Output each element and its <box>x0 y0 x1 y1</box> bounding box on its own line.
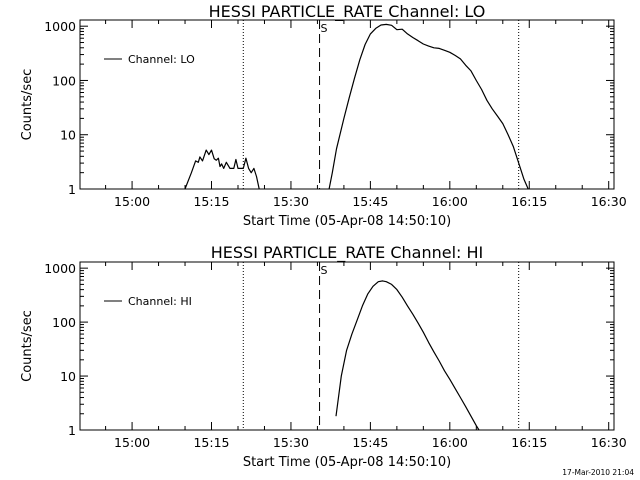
x-tick-label: 15:45 <box>352 194 388 209</box>
plot-frame <box>79 261 615 431</box>
y-axis-label: Counts/sec <box>20 310 35 382</box>
y-tick-label: 1000 <box>44 261 76 276</box>
x-tick-label: 15:30 <box>273 194 309 209</box>
y-tick-label: 10 <box>60 128 76 143</box>
chart-title: HESSI PARTICLE_RATE Channel: HI <box>211 243 484 263</box>
x-tick-label: 15:15 <box>193 194 229 209</box>
x-tick-label: 16:30 <box>591 194 627 209</box>
y-axis-label: Counts/sec <box>20 69 35 141</box>
legend-label: Channel: HI <box>128 295 192 308</box>
chart-title: HESSI PARTICLE_RATE Channel: LO <box>209 2 486 22</box>
data-series-line <box>184 149 260 190</box>
start-marker-label: S <box>321 264 328 277</box>
x-tick-label: 16:00 <box>432 194 468 209</box>
start-marker-label: S <box>321 22 328 35</box>
x-axis-label: Start Time (05-Apr-08 14:50:10) <box>243 455 451 470</box>
x-tick-label: 16:30 <box>591 435 627 450</box>
x-tick-label: 16:00 <box>432 435 468 450</box>
y-tick-label: 1000 <box>44 19 76 34</box>
plot-frame <box>79 19 615 190</box>
y-tick-label: 1 <box>68 423 76 438</box>
x-tick-label: 15:00 <box>114 435 150 450</box>
y-tick-label: 100 <box>52 73 76 88</box>
x-tick-label: 15:45 <box>352 435 388 450</box>
y-tick-label: 100 <box>52 315 76 330</box>
x-tick-label: 16:15 <box>511 435 547 450</box>
legend-label: Channel: LO <box>128 53 195 66</box>
generated-timestamp: 17-Mar-2010 21:04 <box>562 468 634 477</box>
x-tick-label: 16:15 <box>511 194 547 209</box>
data-series-line <box>335 280 480 431</box>
x-tick-label: 15:15 <box>193 435 229 450</box>
data-series-line <box>328 23 529 190</box>
x-tick-label: 15:30 <box>273 435 309 450</box>
x-axis-label: Start Time (05-Apr-08 14:50:10) <box>243 214 451 229</box>
x-tick-label: 15:00 <box>114 194 150 209</box>
y-tick-label: 1 <box>68 182 76 197</box>
y-tick-label: 10 <box>60 369 76 384</box>
